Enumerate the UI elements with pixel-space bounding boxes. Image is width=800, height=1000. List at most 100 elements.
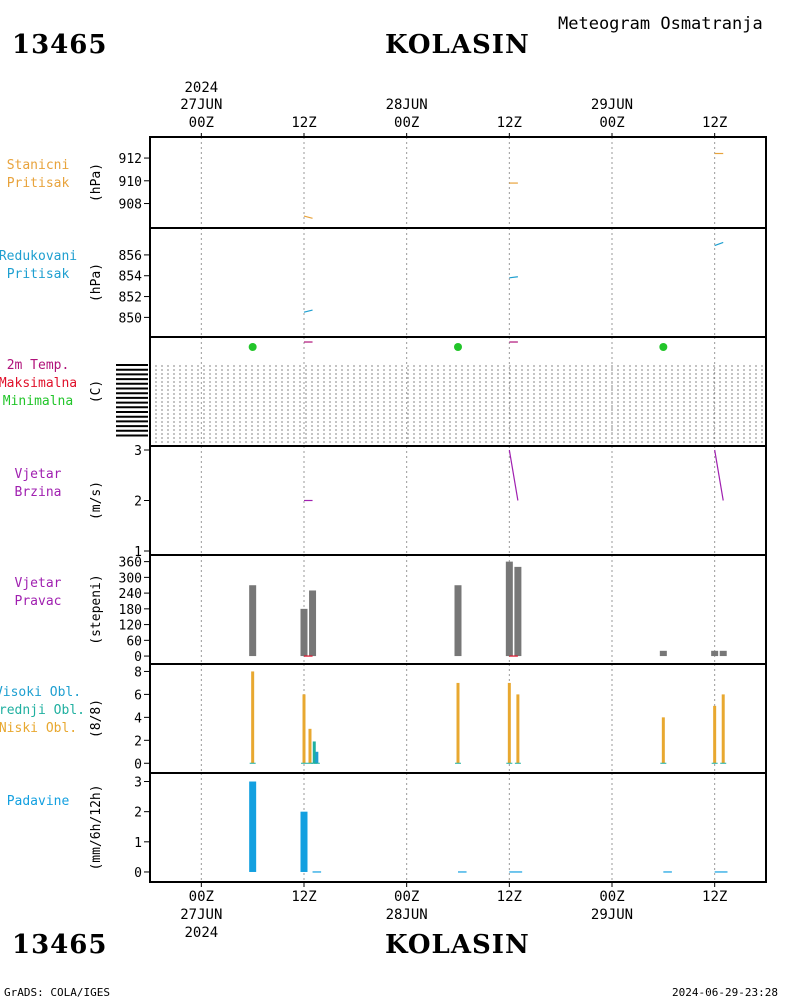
y-tick-label: 0	[134, 757, 142, 772]
station-id-top: 13465	[12, 30, 108, 60]
y-axis-label: (8/8)	[89, 699, 104, 738]
bar	[302, 694, 306, 764]
panel-frame	[149, 336, 767, 447]
bar	[249, 781, 257, 872]
bar	[315, 751, 319, 764]
panel-reduced_pressure: 850 852 854 856 Redukovani Pritisak (hPa)	[0, 227, 767, 338]
panel-label: Visoki Obl.	[0, 685, 81, 700]
bar	[456, 682, 460, 764]
bar	[505, 561, 513, 657]
y-tick-label: 856	[119, 249, 142, 264]
panel-label: Niski Obl.	[0, 721, 77, 736]
y-axis-label: (m/s)	[89, 481, 104, 520]
bar	[312, 741, 316, 764]
bar	[454, 585, 462, 657]
y-axis-label: (hPa)	[89, 163, 104, 202]
bar	[711, 650, 719, 657]
data-point	[659, 343, 668, 351]
panel-temperature: 2m Temp. Maksimalna Minimalna (C)	[0, 336, 767, 447]
y-tick-label: 850	[119, 311, 142, 326]
y-tick-label: 2	[134, 495, 142, 510]
x-tick-label: 29JUN	[591, 97, 633, 113]
y-tick-label: 4	[134, 711, 142, 726]
bar	[251, 671, 255, 764]
y-tick-label: 2	[134, 806, 142, 821]
x-tick-label: 00Z	[394, 115, 419, 131]
y-tick-label: 300	[119, 571, 142, 586]
x-tick-label: 27JUN	[180, 97, 222, 113]
panel-label: Vjetar	[15, 576, 62, 591]
y-tick-label: 360	[119, 556, 142, 571]
y-tick-label: 60	[126, 634, 142, 649]
y-tick-label: 240	[119, 587, 142, 602]
x-tick-label: 12Z	[702, 889, 727, 905]
bar	[308, 728, 312, 764]
panel-label: Padavine	[7, 794, 70, 809]
panel-label: Pritisak	[7, 176, 70, 191]
y-tick-label: 854	[119, 270, 143, 285]
y-tick-label: 120	[119, 619, 142, 634]
x-tick-label: 28JUN	[386, 97, 428, 113]
bar	[514, 566, 522, 657]
panel-label: 2m Temp.	[7, 358, 70, 373]
data-point	[454, 343, 462, 351]
panel-label: Maksimalna	[0, 376, 77, 391]
bar	[659, 650, 667, 657]
x-tick-label: 00Z	[599, 115, 624, 131]
panel-frame	[149, 136, 767, 229]
panel-frame	[149, 772, 767, 883]
station-name-bottom: KOLASIN	[385, 930, 530, 960]
panel-label: Brzina	[15, 485, 62, 500]
bar	[249, 585, 257, 657]
y-tick-label: 0	[134, 650, 142, 665]
y-tick-label: 1	[134, 836, 142, 851]
series-segment	[508, 449, 519, 501]
x-tick-label: 2024	[184, 80, 218, 96]
x-tick-label: 2024	[184, 925, 218, 941]
panel-label: Pravac	[15, 594, 62, 609]
y-axis-label: (stepeni)	[89, 574, 104, 644]
panel-frame	[149, 227, 767, 338]
bar	[507, 682, 511, 764]
bar	[713, 705, 717, 764]
x-tick-label: 00Z	[599, 889, 624, 905]
x-tick-label: 29JUN	[591, 907, 633, 923]
bar	[300, 811, 308, 872]
y-axis-label: (C)	[89, 380, 104, 403]
y-tick-label: 6	[134, 688, 142, 703]
y-tick-label: 8	[134, 665, 142, 680]
series-segment	[714, 449, 724, 501]
panel-wind_speed: 1 2 3 Vjetar Brzina (m/s)	[15, 444, 767, 560]
panel-label: Stanicni	[7, 158, 70, 173]
y-axis-label: (mm/6h/12h)	[89, 784, 104, 870]
panel-precipitation: 0 1 2 3 Padavine (mm/6h/12h)	[7, 772, 767, 883]
bar	[300, 608, 308, 657]
y-tick-label: 180	[119, 603, 142, 618]
series-segment	[509, 276, 518, 279]
x-tick-label: 12Z	[291, 889, 316, 905]
panel-label: Pritisak	[7, 267, 70, 282]
x-tick-label: 00Z	[394, 889, 419, 905]
panel-cloud_cover: 0 2 4 6 8 Visoki Obl. Srednji Obl. Niski Obl. (8…	[0, 663, 767, 774]
data-point	[248, 343, 257, 351]
panel-label: Vjetar	[15, 467, 62, 482]
y-tick-label: 852	[119, 291, 142, 306]
y-tick-label: 912	[119, 152, 142, 167]
panel-frame	[149, 445, 767, 556]
y-tick-label: 1	[134, 545, 142, 560]
bar	[661, 717, 665, 764]
station-id-bottom: 13465	[12, 930, 108, 960]
series-segment	[714, 241, 724, 247]
y-tick-label: 3	[134, 444, 142, 459]
footer-timestamp: 2024-06-29-23:28	[672, 986, 778, 999]
y-tick-label: 908	[119, 198, 142, 213]
series-segment	[303, 309, 313, 313]
meteogram-title: Meteogram Osmatranja	[558, 14, 763, 34]
x-tick-label: 12Z	[291, 115, 316, 131]
bar	[516, 694, 520, 764]
x-tick-label: 28JUN	[386, 907, 428, 923]
y-axis-label: (hPa)	[89, 263, 104, 302]
footer-credit: GrADS: COLA/IGES	[4, 986, 110, 999]
